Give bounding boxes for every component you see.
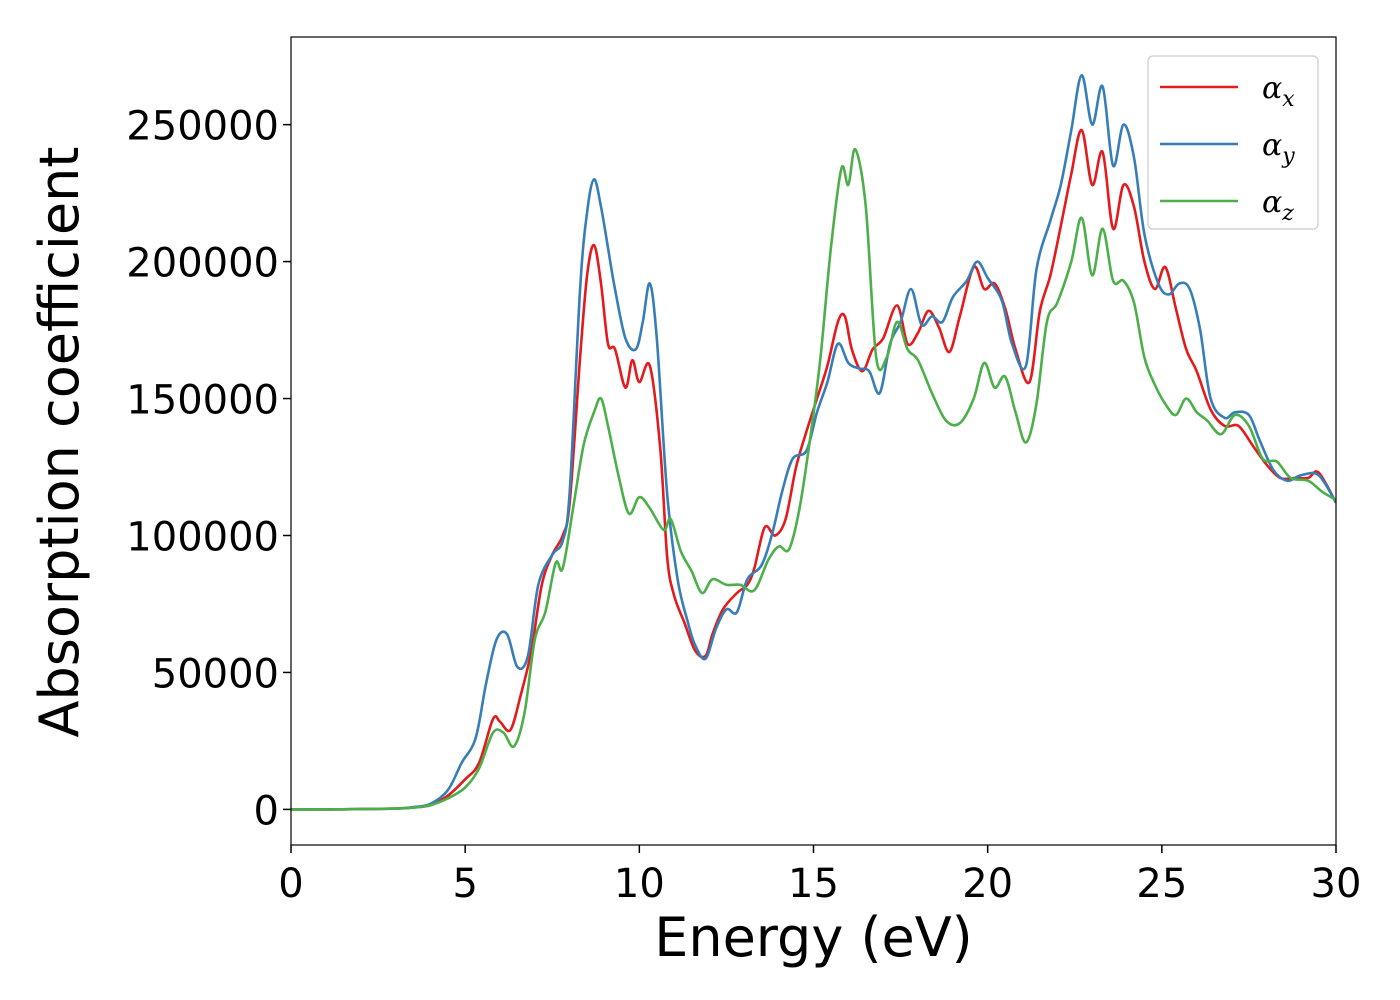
legend-symbol: α xyxy=(1262,128,1282,163)
series-layer xyxy=(291,73,1336,811)
y-tick-label: 250000 xyxy=(126,104,279,150)
x-tick-label: 0 xyxy=(278,861,303,907)
x-tick-label: 25 xyxy=(1136,861,1187,907)
series-line-alpha-x xyxy=(291,128,1336,811)
series-line-alpha-y xyxy=(291,73,1336,811)
y-tick-label: 50000 xyxy=(152,651,279,697)
legend-symbol: α xyxy=(1262,185,1282,220)
y-tick-label: 200000 xyxy=(126,241,279,287)
legend-box xyxy=(1147,55,1319,230)
legend-entry-alpha-z: αz xyxy=(1262,185,1294,226)
y-axis-ticks: 0 50000 100000 150000 200000 250000 xyxy=(126,104,291,834)
x-tick-label: 15 xyxy=(788,861,839,907)
x-tick-label: 10 xyxy=(614,861,665,907)
legend-entry-alpha-y: αy xyxy=(1262,128,1295,169)
legend-symbol: α xyxy=(1262,71,1282,106)
legend-entry-alpha-x: αx xyxy=(1262,71,1295,112)
legend-subscript: z xyxy=(1281,201,1294,226)
legend-subscript: x xyxy=(1282,87,1295,112)
x-axis-ticks: 0 5 10 15 20 25 30 xyxy=(278,845,1361,907)
y-axis-label: Absorption coefficient xyxy=(28,147,91,738)
y-tick-label: 100000 xyxy=(126,514,279,560)
legend-subscript: y xyxy=(1281,144,1295,169)
x-tick-label: 20 xyxy=(962,861,1013,907)
series-line-alpha-z xyxy=(291,147,1336,811)
x-tick-label: 5 xyxy=(452,861,477,907)
x-tick-label: 30 xyxy=(1311,861,1362,907)
x-axis-label: Energy (eV) xyxy=(654,906,973,969)
y-tick-label: 0 xyxy=(254,788,279,834)
y-tick-label: 150000 xyxy=(126,378,279,424)
